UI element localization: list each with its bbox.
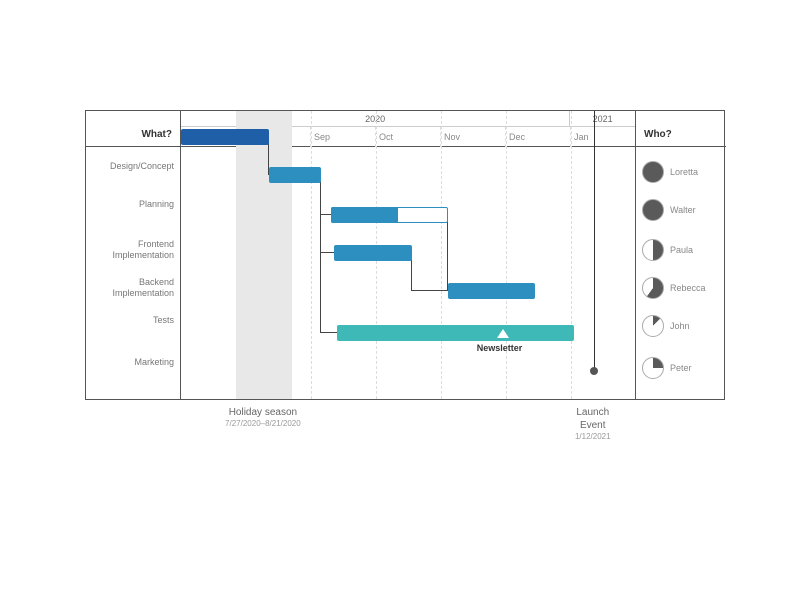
task-bar-4	[448, 283, 536, 299]
task-label-3: BackendImplementation	[89, 277, 174, 299]
allocation-pie	[642, 277, 664, 299]
person-name: Walter	[670, 205, 696, 215]
task-label-2: FrontendImplementation	[89, 239, 174, 261]
task-label-4: Tests	[89, 315, 174, 326]
allocation-pie	[642, 199, 664, 221]
person-name: Paula	[670, 245, 693, 255]
column-timeline: 2020 2021 JulAugSepOctNovDecJan Newslett…	[181, 111, 636, 399]
allocation-pie	[642, 357, 664, 379]
gantt-chart: What? Design/Concept Planning FrontendImpl…	[85, 110, 725, 400]
task-label-0: Design/Concept	[89, 161, 174, 172]
column-what: What? Design/Concept Planning FrontendImpl…	[86, 111, 181, 399]
launch-line	[594, 111, 595, 371]
task-bar-3	[334, 245, 412, 261]
launch-dot	[590, 367, 598, 375]
allocation-pie	[642, 239, 664, 261]
holiday-shade	[236, 111, 291, 399]
allocation-pie	[642, 315, 664, 337]
task-bar-2	[331, 207, 399, 223]
dependency-line	[321, 332, 337, 333]
milestone-marker	[497, 329, 509, 338]
dependency-line	[321, 252, 334, 253]
person-row-1: Walter	[642, 199, 696, 221]
allocation-pie	[642, 161, 664, 183]
dependency-line	[321, 214, 331, 215]
milestone-label: Newsletter	[477, 343, 523, 353]
person-name: Peter	[670, 363, 692, 373]
holiday-dates: 7/27/2020–8/21/2020	[213, 419, 313, 429]
header-what: What?	[141, 129, 172, 140]
column-who: Who? Loretta Walter Paula Rebecca John Peter	[636, 111, 726, 399]
holiday-annotation: Holiday season 7/27/2020–8/21/2020	[213, 406, 313, 429]
gridline	[311, 111, 312, 399]
task-bar-5	[337, 325, 574, 341]
launch-title: LaunchEvent	[576, 407, 609, 431]
holiday-title: Holiday season	[229, 407, 297, 418]
gridline	[506, 111, 507, 399]
person-row-0: Loretta	[642, 161, 698, 183]
launch-annotation: LaunchEvent 1/12/2021	[563, 406, 623, 442]
dependency-line	[412, 290, 448, 291]
gridline	[441, 111, 442, 399]
task-label-5: Marketing	[89, 357, 174, 368]
launch-date: 1/12/2021	[563, 432, 623, 442]
dependency-line	[320, 175, 321, 333]
person-row-3: Rebecca	[642, 277, 706, 299]
dependency-line	[447, 215, 448, 291]
gridline	[571, 111, 572, 399]
task-bar-0	[181, 129, 269, 145]
person-name: Rebecca	[670, 283, 706, 293]
person-name: John	[670, 321, 690, 331]
person-row-2: Paula	[642, 239, 693, 261]
person-name: Loretta	[670, 167, 698, 177]
task-bar-1	[269, 167, 321, 183]
header-who: Who?	[644, 129, 672, 140]
task-label-1: Planning	[89, 199, 174, 210]
person-row-4: John	[642, 315, 690, 337]
person-row-5: Peter	[642, 357, 692, 379]
